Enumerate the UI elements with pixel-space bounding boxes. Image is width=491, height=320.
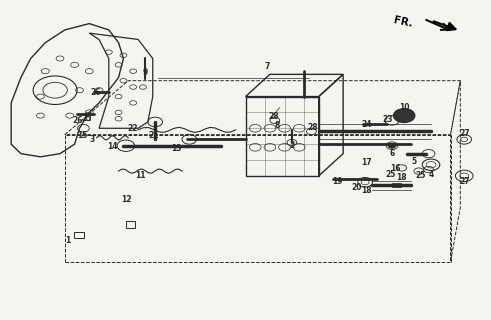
- Text: 25: 25: [415, 171, 426, 180]
- Bar: [126, 221, 135, 228]
- Text: 27: 27: [459, 177, 469, 186]
- Text: 5: 5: [411, 157, 416, 166]
- Circle shape: [393, 108, 415, 123]
- Text: 12: 12: [122, 195, 132, 204]
- Text: 25: 25: [386, 170, 396, 179]
- Circle shape: [388, 143, 396, 148]
- Text: 4: 4: [429, 170, 434, 179]
- Text: 14: 14: [108, 142, 118, 151]
- Text: 7: 7: [265, 62, 270, 71]
- Text: 8: 8: [274, 121, 280, 130]
- Text: 9: 9: [143, 68, 148, 77]
- Text: 19: 19: [332, 177, 343, 186]
- Text: 6: 6: [389, 148, 395, 157]
- Text: 13: 13: [171, 144, 181, 153]
- Text: 27: 27: [459, 130, 469, 139]
- Bar: [74, 232, 84, 238]
- Text: 15: 15: [77, 131, 87, 140]
- Text: 21: 21: [148, 131, 159, 140]
- Text: 18: 18: [396, 173, 407, 182]
- Text: 18: 18: [361, 186, 372, 195]
- Text: FR.: FR.: [393, 15, 414, 29]
- Bar: [392, 183, 401, 187]
- FancyArrowPatch shape: [434, 21, 456, 30]
- Text: 20: 20: [352, 183, 362, 192]
- Text: 22: 22: [127, 124, 137, 133]
- Text: 25: 25: [82, 114, 92, 123]
- Text: 2: 2: [289, 141, 295, 150]
- Bar: [86, 112, 90, 120]
- Text: 26: 26: [90, 88, 100, 97]
- Text: 28: 28: [269, 112, 279, 121]
- Text: 11: 11: [136, 171, 146, 180]
- Text: 1: 1: [65, 236, 70, 245]
- Text: 24: 24: [361, 120, 372, 129]
- Text: 28: 28: [307, 123, 318, 132]
- Text: 17: 17: [361, 158, 372, 167]
- Text: 3: 3: [89, 135, 94, 144]
- Text: 26: 26: [73, 116, 83, 125]
- Text: 16: 16: [391, 164, 401, 173]
- Text: 10: 10: [399, 103, 409, 112]
- Text: 23: 23: [383, 115, 393, 124]
